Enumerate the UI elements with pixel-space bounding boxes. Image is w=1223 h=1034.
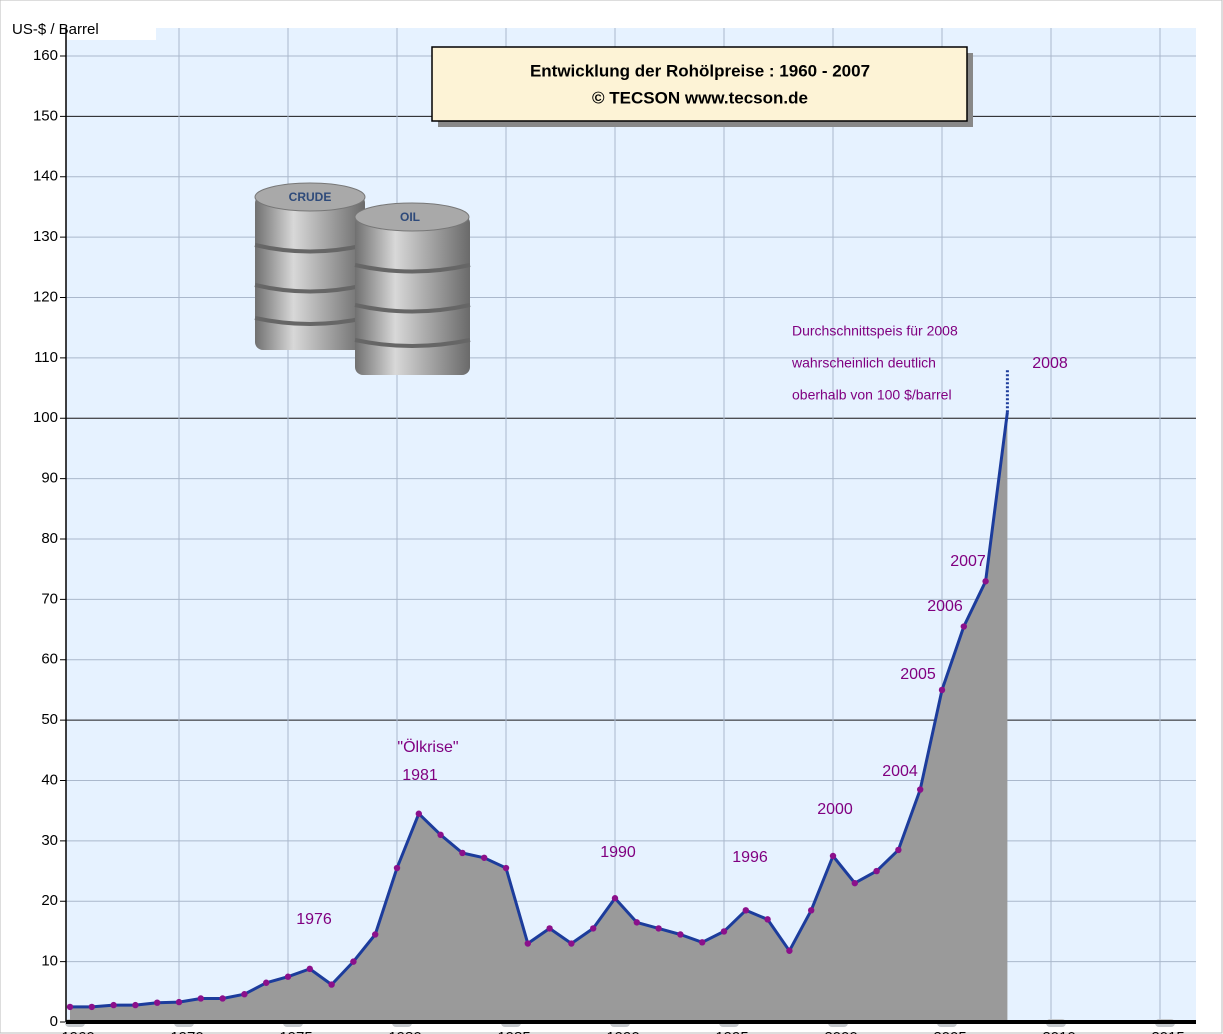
data-point [546, 925, 553, 932]
chart-title: Entwicklung der Rohölpreise : 1960 - 200… [530, 61, 870, 80]
y-axis-label: US-$ / Barrel [12, 21, 99, 38]
data-point [481, 854, 488, 861]
data-point [524, 940, 531, 947]
data-point [88, 1003, 96, 1011]
data-point [437, 831, 444, 839]
x-tick-label: 1960 [61, 1029, 94, 1034]
y-label-box [6, 18, 156, 40]
annotation: 1990 [600, 844, 636, 861]
plot-background [66, 28, 1196, 1022]
data-point [917, 786, 924, 793]
data-point [328, 981, 335, 988]
annotation: 1996 [732, 849, 768, 866]
x-tick-label: 2010 [1042, 1029, 1075, 1034]
data-point [895, 846, 902, 854]
data-point [786, 947, 793, 954]
x-tick-label: 2000 [824, 1029, 857, 1034]
price-line [70, 412, 1009, 1009]
data-point [502, 864, 510, 872]
data-point [938, 686, 946, 694]
data-point [306, 965, 313, 973]
y-tick-label: 90 [41, 470, 58, 487]
barrel-label: OIL [400, 210, 420, 224]
y-tick-label: 160 [33, 47, 58, 64]
y-tick-label: 50 [41, 711, 58, 728]
y-tick-label: 150 [33, 107, 58, 124]
data-point [110, 1001, 117, 1009]
y-tick-label: 100 [33, 409, 58, 426]
y-tick-label: 120 [33, 288, 58, 305]
data-point [372, 931, 379, 938]
x-tick-label: 2005 [933, 1029, 966, 1034]
data-point [132, 1001, 139, 1009]
annotation: "Ölkrise" [397, 738, 458, 756]
grid [60, 28, 1196, 1027]
y-tick-label: 80 [41, 530, 58, 547]
data-point [677, 931, 684, 938]
x-tick-label: 1975 [279, 1029, 312, 1034]
y-tick-label: 60 [41, 651, 58, 668]
x-tick-label: 2015 [1151, 1029, 1184, 1034]
y-tick-label: 130 [33, 228, 58, 245]
y-tick-label: 70 [41, 590, 58, 607]
data-point [175, 998, 183, 1006]
y-tick-label: 40 [41, 771, 58, 788]
data-point [590, 925, 597, 932]
annotation: 2007 [950, 553, 986, 570]
data-point [611, 895, 619, 902]
data-point [633, 919, 640, 926]
annotation: 2006 [927, 598, 963, 615]
y-tick-label: 10 [41, 953, 58, 970]
data-point [829, 852, 837, 860]
data-point [415, 810, 422, 817]
data-point [720, 928, 728, 935]
data-point [699, 939, 706, 946]
x-tick-label: 1990 [606, 1029, 639, 1034]
y-tick-label: 110 [34, 349, 58, 366]
data-point [350, 958, 357, 965]
barrels-illustration: CRUDE OIL [254, 182, 471, 375]
data-point [851, 879, 858, 887]
data-point [66, 1003, 74, 1011]
y-tick-label: 0 [50, 1013, 58, 1030]
data-point [873, 867, 880, 875]
data-point [960, 623, 967, 630]
price-area [70, 412, 1008, 1022]
annotation: 2005 [900, 666, 936, 683]
annotation: 1981 [402, 767, 438, 784]
data-point [263, 979, 270, 986]
data-point [764, 916, 771, 923]
x-tick-label: 1995 [715, 1029, 748, 1034]
barrel-label: CRUDE [289, 190, 332, 204]
data-point [459, 849, 466, 857]
series [66, 369, 1009, 1022]
note: Durchschnittspeis für 2008 [792, 323, 958, 339]
note: wahrscheinlich deutlich [791, 355, 936, 371]
data-point [742, 907, 749, 914]
y-tick-label: 140 [33, 168, 58, 185]
chart-subtitle: © TECSON www.tecson.de [592, 88, 808, 107]
data-point [655, 925, 662, 932]
title-box [431, 46, 968, 122]
annotation: 1976 [296, 911, 332, 928]
data-point [284, 973, 292, 980]
data-point [197, 995, 204, 1002]
x-tick-label: 1980 [388, 1029, 421, 1034]
y-tick-label: 20 [41, 892, 58, 909]
data-point [154, 999, 161, 1006]
annotation: 2000 [817, 801, 853, 818]
data-point [219, 995, 226, 1002]
data-point [568, 940, 575, 947]
data-point [982, 578, 989, 585]
annotation: 2008 [1032, 355, 1068, 372]
data-point [808, 907, 815, 914]
data-point [241, 991, 248, 998]
annotation: 2004 [882, 763, 918, 780]
note: oberhalb von 100 $/barrel [792, 387, 952, 403]
data-point [393, 864, 401, 872]
y-tick-label: 30 [41, 832, 58, 849]
x-tick-label: 1970 [170, 1029, 203, 1034]
x-tick-label: 1985 [497, 1029, 530, 1034]
